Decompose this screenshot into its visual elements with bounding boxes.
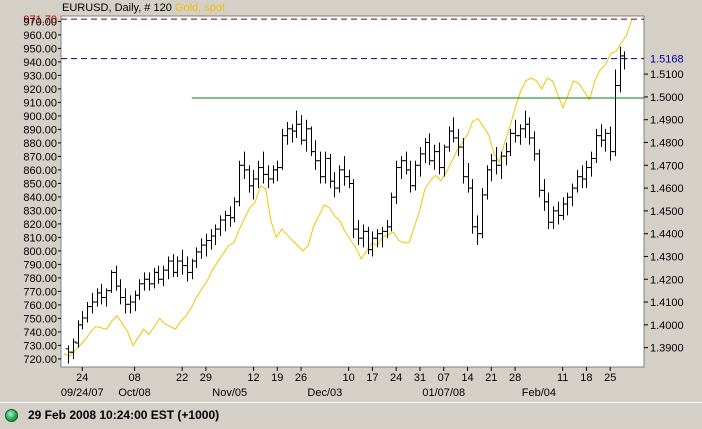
left-axis-tick-label: 910.00	[23, 97, 57, 109]
right-axis-tick-label: 1.4100	[650, 297, 684, 309]
x-axis-month-label: Nov/05	[212, 387, 247, 399]
x-axis-month-label: Feb/04	[522, 387, 556, 399]
plot-area[interactable]	[60, 15, 645, 368]
chart-title: EURUSD, Daily, # 120 Gold, spot	[62, 2, 225, 14]
x-axis-day-label: 18	[580, 372, 592, 384]
x-axis-month-label: 01/07/08	[422, 387, 465, 399]
left-axis-tick-label: 960.00	[23, 30, 57, 42]
left-axis-tick-label: 900.00	[23, 111, 57, 123]
ohlc-bar	[70, 338, 77, 360]
right-axis: 1.3900 1.4000 1.4100 1.4200 1.4300 1.4400 1.45…	[644, 69, 684, 355]
left-axis-tick-label: 860.00	[23, 165, 57, 177]
left-axis-tick-label: 720.00	[23, 354, 57, 366]
right-axis-tick-label: 1.5100	[650, 69, 684, 81]
chart-title-overlay: Gold, spot	[175, 2, 225, 14]
x-axis-day-label: 28	[509, 372, 521, 384]
x-axis-day-label: 21	[485, 372, 497, 384]
left-axis-tick-label: 830.00	[23, 205, 57, 217]
left-axis-tick-label: 840.00	[23, 192, 57, 204]
gold-line	[63, 18, 633, 357]
left-axis-tick-label: 890.00	[23, 124, 57, 136]
x-axis-month-label: 09/24/07	[61, 387, 104, 399]
x-axis-day-label: 25	[604, 372, 616, 384]
x-axis-day-label: 26	[295, 372, 307, 384]
left-axis-tick-label: 940.00	[23, 57, 57, 69]
chart-title-info: , Daily, # 120	[108, 2, 171, 14]
x-axis-day-label: 29	[200, 372, 212, 384]
x-axis: 24 08 22 29 12 19 26 10 17 24 31 07 14 21 28 11 18 25 09/2…	[61, 367, 616, 399]
status-bar: 29 Feb 2008 10:24:00 EST (+1000)	[0, 402, 702, 429]
right-axis-tick-label: 1.4000	[650, 320, 684, 332]
right-axis-tick-label: 1.4200	[650, 274, 684, 286]
x-axis-day-label: 22	[176, 372, 188, 384]
x-axis-day-label: 24	[76, 372, 88, 384]
connection-status-icon	[5, 409, 18, 422]
eurusd-series	[65, 46, 628, 364]
right-axis-tick-label: 1.3900	[650, 343, 684, 355]
x-axis-day-label: 24	[390, 372, 402, 384]
left-axis-tick-label: 950.00	[23, 43, 57, 55]
right-axis-tick-label: 1.4700	[650, 160, 684, 172]
x-axis-day-label: 14	[461, 372, 473, 384]
x-axis-day-label: 17	[366, 372, 378, 384]
right-axis-tick-label: 1.4900	[650, 115, 684, 127]
reference-lines: 971.70 1.5168	[23, 14, 684, 99]
x-axis-month-label: Oct/08	[118, 387, 150, 399]
right-axis-tick-label: 1.4600	[650, 183, 684, 195]
x-axis-day-label: 12	[247, 372, 259, 384]
left-axis-tick-label: 870.00	[23, 151, 57, 163]
left-axis-tick-label: 730.00	[23, 340, 57, 352]
left-axis-tick-label: 820.00	[23, 219, 57, 231]
left-axis-tick-label: 970.00	[23, 16, 57, 28]
left-axis-tick-label: 780.00	[23, 273, 57, 285]
x-axis-day-label: 08	[128, 372, 140, 384]
left-axis-tick-label: 760.00	[23, 300, 57, 312]
gold-current-label: 971.70	[23, 14, 57, 26]
right-axis-tick-label: 1.4400	[650, 229, 684, 241]
x-axis-day-label: 31	[414, 372, 426, 384]
x-axis-day-label: 10	[342, 372, 354, 384]
chart-title-symbol: EURUSD	[62, 2, 109, 14]
left-axis-tick-label: 920.00	[23, 84, 57, 96]
status-timestamp: 29 Feb 2008 10:24:00 EST (+1000)	[28, 408, 220, 422]
left-axis-tick-label: 810.00	[23, 232, 57, 244]
left-axis-tick-label: 930.00	[23, 70, 57, 82]
left-axis-tick-label: 850.00	[23, 178, 57, 190]
left-axis-tick-label: 740.00	[23, 327, 57, 339]
eurusd-current-label: 1.5168	[650, 54, 684, 66]
x-axis-day-label: 19	[271, 372, 283, 384]
right-axis-tick-label: 1.4500	[650, 206, 684, 218]
left-axis-tick-label: 750.00	[23, 313, 57, 325]
x-axis-month-label: Dec/03	[307, 387, 342, 399]
x-axis-day-label: 11	[557, 372, 568, 384]
left-axis-tick-label: 800.00	[23, 246, 57, 258]
right-axis-tick-label: 1.4800	[650, 137, 684, 149]
right-axis-tick-label: 1.5000	[650, 92, 684, 104]
left-axis-tick-label: 790.00	[23, 259, 57, 271]
left-axis-tick-label: 880.00	[23, 138, 57, 150]
gold-series	[63, 18, 633, 357]
left-axis-tick-label: 770.00	[23, 286, 57, 298]
right-axis-tick-label: 1.4300	[650, 251, 684, 263]
x-axis-day-label: 07	[438, 372, 450, 384]
